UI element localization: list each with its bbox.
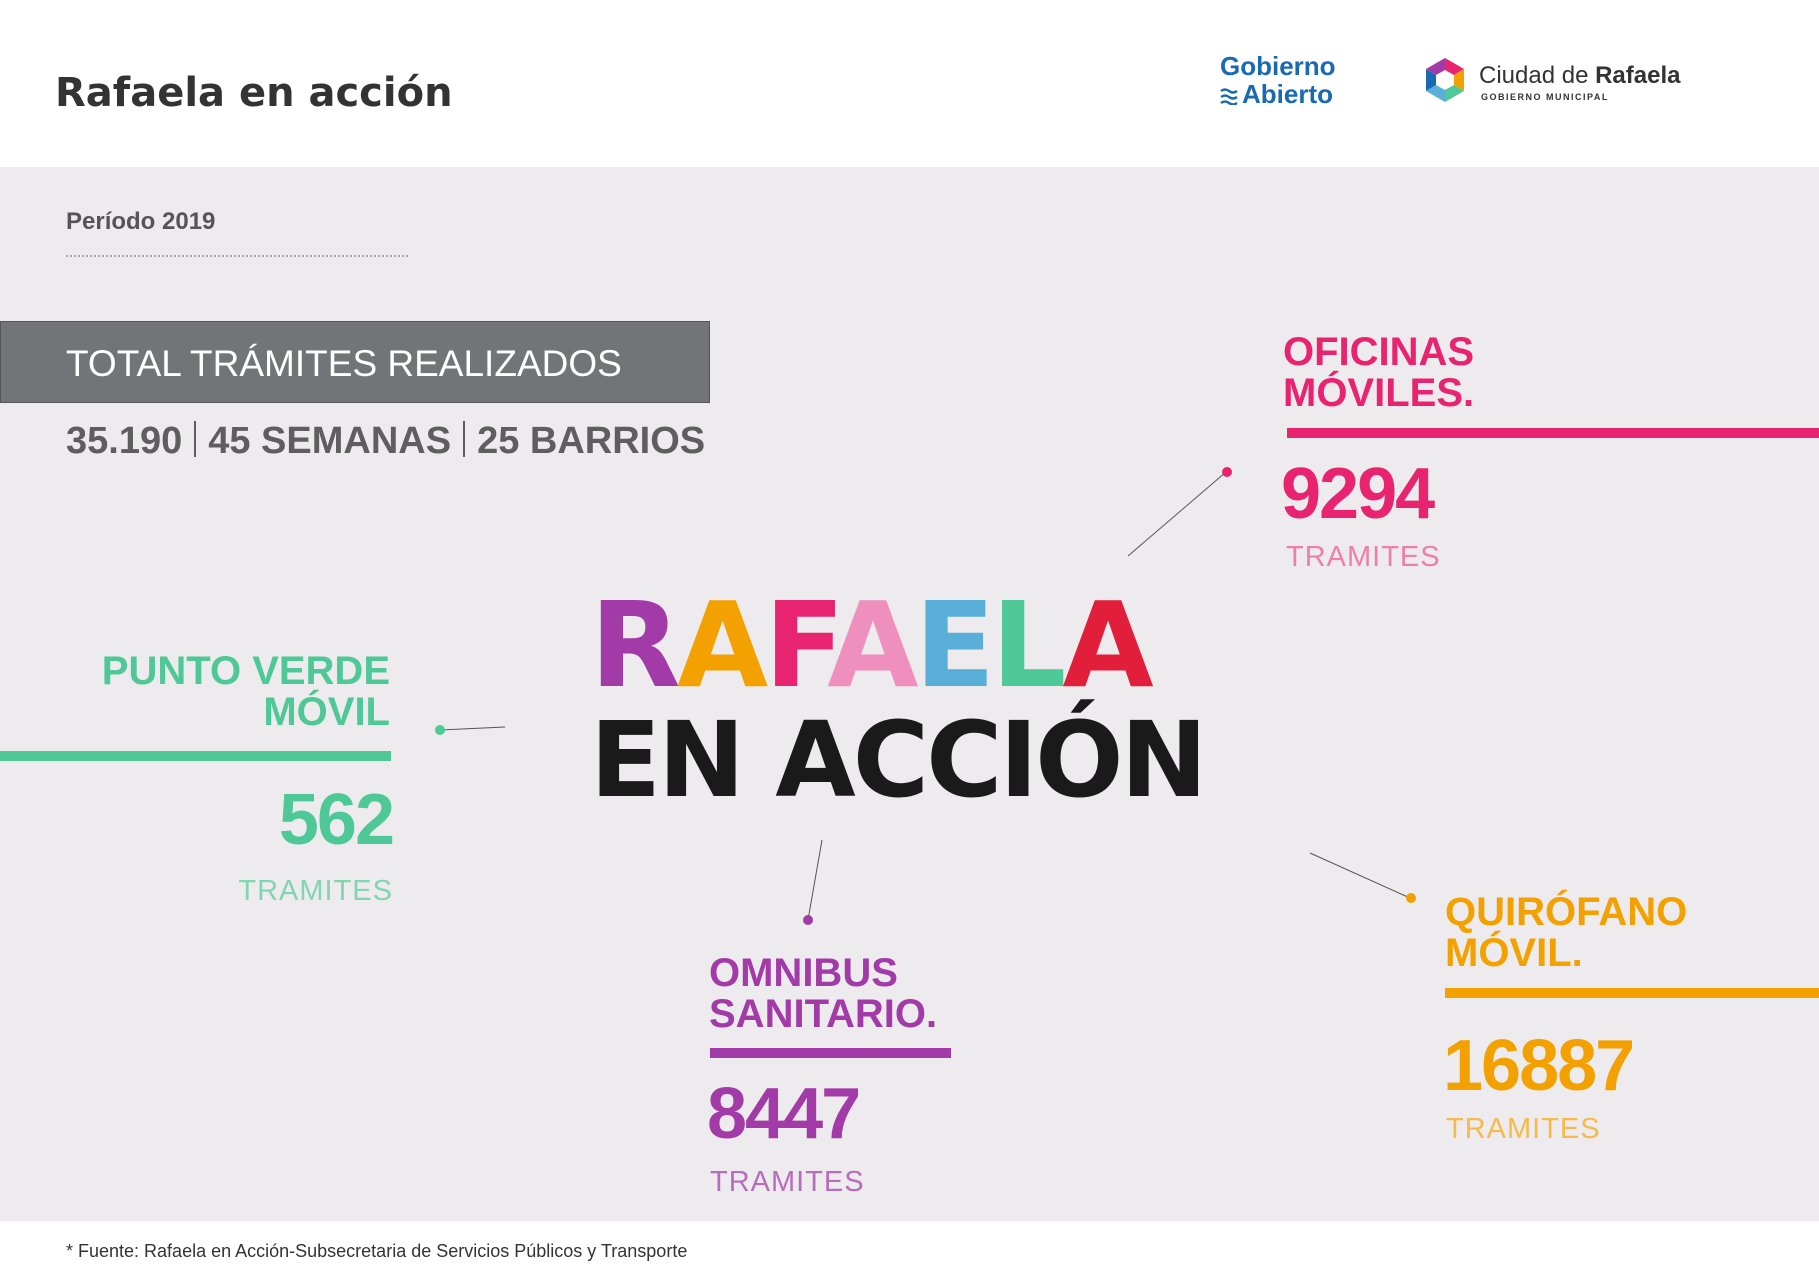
quirofano-title: QUIRÓFANO MÓVIL. (1445, 892, 1687, 974)
total-weeks: 45 SEMANAS (208, 420, 452, 462)
punto-verde-unit: TRAMITES (238, 875, 393, 907)
oficinas-unit: TRAMITES (1286, 541, 1441, 573)
period-label: Período 2019 (66, 208, 216, 235)
hexagon-logo-icon (1426, 58, 1464, 102)
quirofano-title-line1: QUIRÓFANO (1445, 890, 1688, 934)
logo-letter-5: L (991, 576, 1066, 714)
total-stats: 35.190 45 SEMANAS 25 BARRIOS (66, 420, 705, 463)
total-banner (0, 321, 710, 403)
logo-word-en-accion: EN ACCIÓN (590, 699, 1208, 821)
logo-letter-0: R (590, 576, 681, 714)
quirofano-title-line2: MÓVIL. (1445, 931, 1583, 975)
quirofano-value: 16887 (1443, 1026, 1635, 1106)
omnibus-bar (710, 1048, 951, 1058)
oficinas-value: 9294 (1281, 454, 1435, 534)
omnibus-value: 8447 (707, 1074, 861, 1154)
rafaela-en-accion-logo: RAFAELA EN ACCIÓN (590, 585, 1230, 815)
oficinas-title-line1: OFICINAS (1283, 330, 1475, 374)
dotted-divider (66, 255, 408, 257)
omnibus-title-line1: OMNIBUS (709, 951, 898, 995)
punto-verde-title: PUNTO VERDE MÓVIL (60, 651, 390, 733)
logo-letter-4: E (914, 576, 996, 714)
logo-letter-2: F (764, 576, 831, 714)
punto-verde-value: 562 (278, 780, 395, 860)
logo-text-line1: Gobierno (1220, 51, 1336, 81)
punto-verde-bar (0, 751, 391, 761)
stat-separator (463, 421, 466, 457)
logo-letter-3: A (827, 576, 918, 714)
oficinas-bar (1287, 428, 1819, 438)
page-title: Rafaela en acción (55, 70, 453, 116)
punto-verde-title-line1: PUNTO VERDE (101, 649, 390, 693)
ciudad-rafaela-logo: Ciudad de Rafaela GOBIERNO MUNICIPAL (1421, 56, 1681, 108)
total-neighborhoods: 25 BARRIOS (477, 420, 706, 462)
oficinas-title-line2: MÓVILES. (1283, 371, 1475, 415)
logo-text-abierto: Abierto (1242, 79, 1333, 109)
logo-city-bold: Rafaela (1595, 62, 1681, 89)
omnibus-title-line2: SANITARIO. (709, 992, 938, 1036)
omnibus-unit: TRAMITES (710, 1166, 865, 1198)
stat-separator (194, 421, 197, 457)
quirofano-bar (1445, 988, 1819, 998)
logo-letter-6: A (1062, 576, 1153, 714)
logo-word-rafaela: RAFAELA (590, 585, 1154, 705)
logo-letter-1: A (676, 576, 768, 714)
oficinas-title: OFICINAS MÓVILES. (1283, 332, 1474, 414)
header (0, 0, 1819, 167)
gobierno-abierto-logo: Gobierno Abierto (1220, 52, 1370, 112)
logo-city-name: Ciudad de Rafaela (1479, 62, 1680, 90)
omnibus-title: OMNIBUS SANITARIO. (709, 953, 937, 1035)
logo-text-line2: Abierto (1220, 80, 1370, 108)
waves-icon (1220, 88, 1238, 106)
logo-city-subtitle: GOBIERNO MUNICIPAL (1481, 92, 1609, 102)
logo-city-regular: Ciudad de (1479, 62, 1589, 89)
total-title: TOTAL TRÁMITES REALIZADOS (66, 343, 622, 384)
total-count: 35.190 (66, 420, 183, 462)
punto-verde-title-line2: MÓVIL (263, 690, 390, 734)
quirofano-unit: TRAMITES (1446, 1113, 1601, 1145)
source-footnote: * Fuente: Rafaela en Acción-Subsecretari… (66, 1241, 688, 1261)
